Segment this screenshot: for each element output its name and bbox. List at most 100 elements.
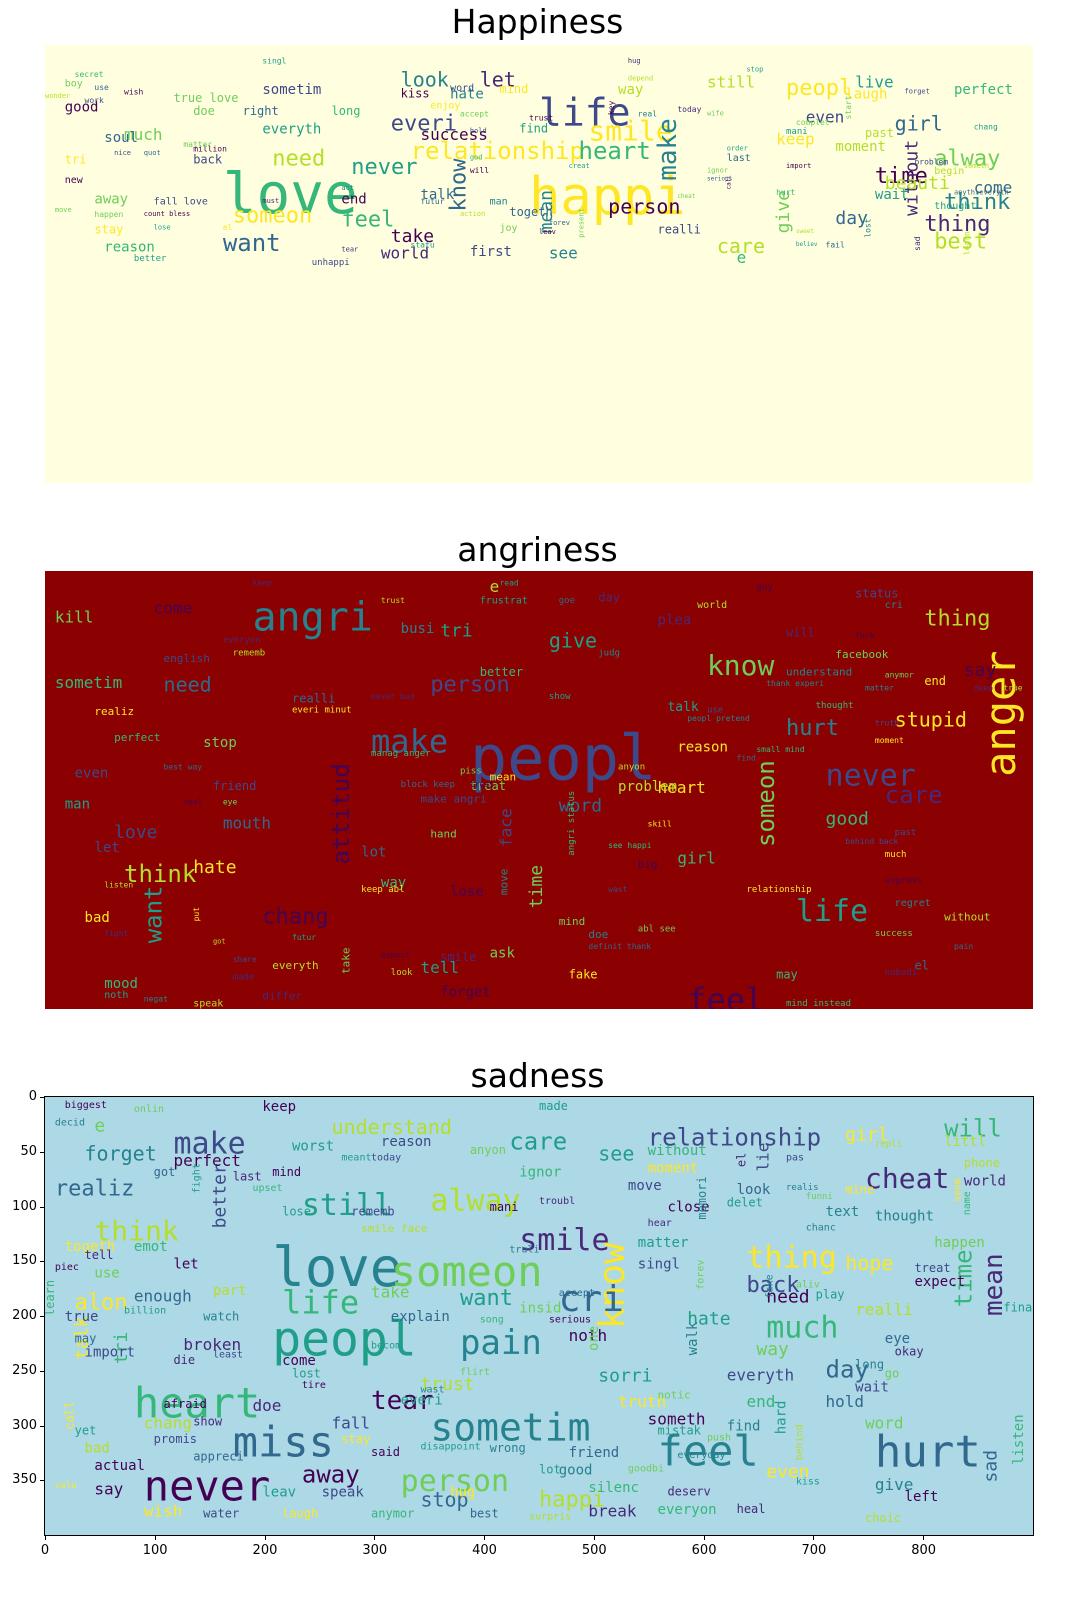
word-hurt: hurt (786, 716, 839, 741)
y-tick-mark (40, 1370, 45, 1372)
word-skill: skill (648, 819, 672, 828)
word-piss: piss (460, 767, 482, 777)
word-smile: smile (588, 114, 672, 147)
word-good: good (65, 100, 99, 116)
word-call: call (726, 175, 733, 190)
word-hand: hand (430, 827, 457, 840)
word-block-keep: block keep (401, 780, 455, 790)
word-truth: truth (875, 719, 899, 728)
word-peopl: peopl (272, 1312, 417, 1368)
word-fake: fake (569, 967, 598, 981)
y-tick-mark (40, 1097, 45, 1098)
word-angri-status: angri status (567, 791, 577, 856)
word-watch: watch (203, 1309, 239, 1323)
word-moment: moment (875, 736, 904, 745)
word-begin: begin (934, 166, 964, 177)
word-surpris: surpris (529, 1512, 571, 1523)
word-new: new (65, 175, 84, 186)
word-much: much (124, 125, 163, 144)
word-thought: thought (816, 701, 854, 711)
word-piec: piec (55, 1262, 79, 1273)
word-problem: problem (618, 779, 677, 795)
word-statu: statu (411, 241, 435, 250)
word-chang: chang (262, 904, 328, 929)
word-hurt: hurt (875, 1426, 981, 1477)
y-tick-mark (40, 1261, 45, 1263)
word-lose: lose (154, 223, 171, 231)
word-stop: stop (420, 1487, 468, 1511)
word-enjoy: enjoy (430, 100, 460, 111)
word-appreci: appreci (193, 1450, 244, 1464)
word-last: last (233, 1169, 262, 1183)
word-pain: pain (460, 1323, 542, 1363)
word-heart: heart (658, 778, 706, 797)
word-care: care (717, 234, 765, 258)
word-talk: talk (667, 700, 698, 715)
word-least: least (213, 1349, 243, 1360)
word-el: el (734, 1153, 748, 1167)
word-share: share (233, 955, 257, 964)
chart-title-happiness: Happiness (451, 2, 624, 41)
word-come: come (974, 178, 1013, 197)
word-even: even (75, 766, 109, 782)
word-chang: chang (974, 122, 998, 131)
word-life: life (539, 91, 631, 135)
x-tick-mark (264, 1535, 266, 1540)
word-secret: secret (75, 70, 104, 79)
word-hurt: hurt (776, 188, 795, 197)
word-funni: funni (806, 1192, 833, 1202)
word-serious: serious (549, 1314, 591, 1325)
word-accept: accept (460, 109, 489, 118)
word-peopl: peopl (786, 76, 852, 101)
word-world: world (964, 1173, 1006, 1189)
word-wish: wish (124, 87, 143, 96)
word-left: left (905, 1489, 939, 1505)
word-think: think (124, 860, 197, 888)
word-abl-see: abl see (638, 924, 676, 934)
word-togeth: togeth (509, 205, 552, 219)
word-anyon: anyon (470, 1143, 506, 1157)
word-peopl-pretend: peopl pretend (687, 714, 750, 723)
word-goe: goe (559, 596, 575, 606)
word-back: back (193, 152, 223, 166)
word-made: made (539, 1099, 568, 1113)
word-alon: alon (75, 1290, 128, 1315)
word-pas: pas (786, 1152, 804, 1163)
word-realli: realli (855, 1300, 913, 1319)
word-guy: guy (756, 583, 773, 593)
word-lot: lot (539, 1463, 561, 1477)
word-give: give (875, 1475, 914, 1494)
word-noth: noth (104, 990, 128, 1001)
word-time: time (950, 1249, 978, 1307)
word-away: away (94, 192, 128, 208)
word-pain: pain (954, 942, 973, 951)
word-even: even (806, 108, 845, 127)
word-sorri: sorri (598, 1365, 652, 1386)
word-e: e (737, 248, 747, 267)
word-alway: alway (934, 146, 1000, 171)
y-tick-label: 300 (12, 1417, 37, 1433)
word-smile: smile (519, 1223, 609, 1258)
word-want: want (223, 229, 281, 257)
word-disappoint: disappoint (420, 1441, 480, 1452)
word-walk: walk (685, 1321, 701, 1355)
word-love: love (223, 162, 358, 227)
word-facebook: facebook (835, 648, 888, 661)
word-person: person (401, 1464, 509, 1499)
word-enough: enough (134, 1287, 192, 1306)
word-togeth: togeth (65, 1239, 116, 1255)
word-kill: kill (55, 607, 94, 626)
word-wonder: wonder (45, 92, 70, 100)
word-lot: lot (361, 845, 386, 861)
word-today: today (371, 1152, 401, 1163)
word-repli: repli (875, 1139, 902, 1149)
word-person: person (608, 195, 680, 219)
word-need: need (164, 672, 212, 696)
word-hope: hope (845, 1251, 893, 1275)
word-give: give (549, 629, 597, 653)
word-aliv: aliv (796, 1279, 820, 1290)
word-angri: angri (252, 594, 372, 640)
word-becom: becom (371, 1341, 401, 1352)
word-cri: cri (559, 1279, 624, 1320)
